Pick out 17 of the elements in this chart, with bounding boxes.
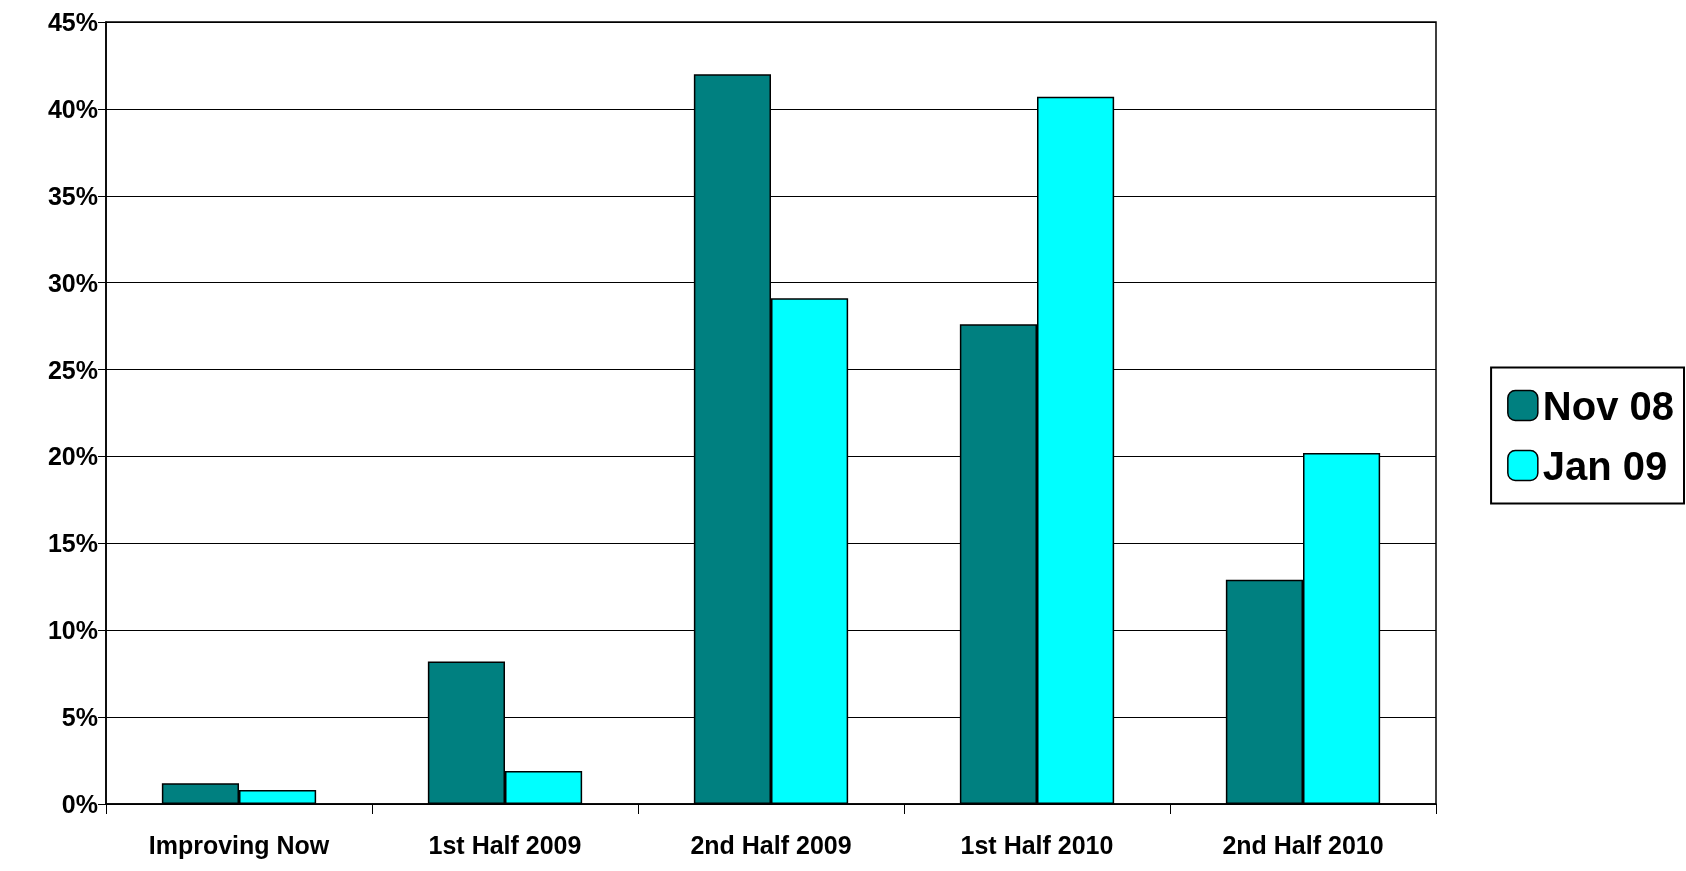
- y-tick-label: 15%: [47, 529, 98, 558]
- x-tick-label: 1st Half 2009: [428, 830, 582, 859]
- y-tick-label: 0%: [61, 790, 98, 818]
- y-tick-label: 20%: [47, 442, 98, 471]
- y-tick-label: 10%: [47, 616, 98, 645]
- y-tick-label: 5%: [61, 703, 98, 732]
- legend-label: Nov 08: [1542, 383, 1674, 428]
- x-tick-label: 1st Half 2010: [960, 830, 1114, 859]
- y-tick-label: 35%: [47, 181, 98, 210]
- y-tick-label: 40%: [47, 94, 98, 123]
- legend-label: Jan 09: [1542, 443, 1668, 488]
- y-tick-label: 30%: [47, 268, 98, 297]
- x-tick-label: 2nd Half 2009: [690, 830, 852, 859]
- x-tick-label: 2nd Half 2010: [1222, 830, 1384, 859]
- y-tick-label: 25%: [47, 355, 98, 384]
- x-tick-label: Improving Now: [148, 830, 330, 859]
- y-tick-label: 45%: [47, 8, 98, 36]
